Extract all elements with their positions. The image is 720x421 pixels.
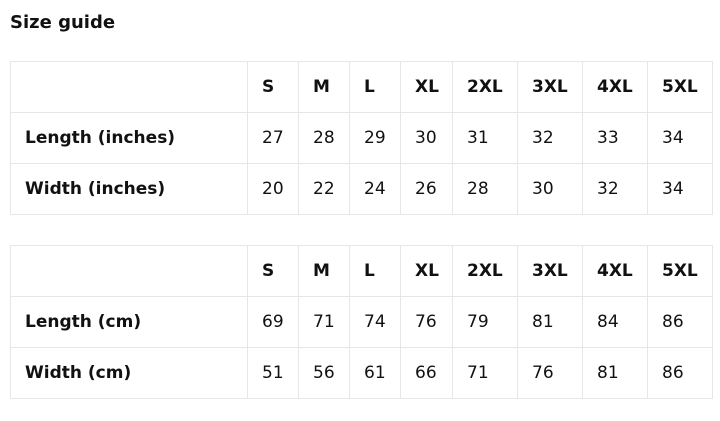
empty-header-cell	[10, 61, 248, 113]
measurement-cell: 24	[349, 163, 401, 215]
measurement-cell: 51	[247, 347, 299, 399]
size-header: 2XL	[452, 61, 518, 113]
measurement-cell: 20	[247, 163, 299, 215]
row-label: Width (inches)	[10, 163, 248, 215]
measurement-cell: 34	[647, 112, 713, 164]
size-header: 5XL	[647, 245, 713, 297]
row-label: Length (cm)	[10, 296, 248, 348]
size-header: 3XL	[517, 245, 583, 297]
measurement-cell: 74	[349, 296, 401, 348]
page-title: Size guide	[10, 12, 116, 33]
size-header: L	[349, 61, 401, 113]
measurement-cell: 26	[400, 163, 453, 215]
size-table-inches: S M L XL 2XL 3XL 4XL 5XL Length (inches) 27 28 29 30…	[10, 61, 713, 215]
measurement-cell: 30	[400, 112, 453, 164]
size-header: 2XL	[452, 245, 518, 297]
table-row: Width (inches) 20 22 24 26 28 30 32 34	[10, 163, 713, 215]
size-header: 3XL	[517, 61, 583, 113]
measurement-cell: 34	[647, 163, 713, 215]
size-header: 5XL	[647, 61, 713, 113]
header-row: S M L XL 2XL 3XL 4XL 5XL	[10, 245, 713, 297]
size-header: M	[298, 61, 350, 113]
size-table-cm: S M L XL 2XL 3XL 4XL 5XL Length (cm) 69 71 74 76 79 81…	[10, 245, 713, 399]
table-row: Length (cm) 69 71 74 76 79 81 84 86	[10, 296, 713, 348]
measurement-cell: 30	[517, 163, 583, 215]
measurement-cell: 31	[452, 112, 518, 164]
measurement-cell: 29	[349, 112, 401, 164]
measurement-cell: 76	[400, 296, 453, 348]
measurement-cell: 86	[647, 347, 713, 399]
table-row: Length (inches) 27 28 29 30 31 32 33 34	[10, 112, 713, 164]
measurement-cell: 66	[400, 347, 453, 399]
size-header: XL	[400, 245, 453, 297]
size-header: S	[247, 61, 299, 113]
row-label: Length (inches)	[10, 112, 248, 164]
measurement-cell: 81	[517, 296, 583, 348]
measurement-cell: 79	[452, 296, 518, 348]
size-header: XL	[400, 61, 453, 113]
measurement-cell: 56	[298, 347, 350, 399]
measurement-cell: 84	[582, 296, 648, 348]
size-header: M	[298, 245, 350, 297]
empty-header-cell	[10, 245, 248, 297]
measurement-cell: 28	[298, 112, 350, 164]
measurement-cell: 71	[452, 347, 518, 399]
measurement-cell: 27	[247, 112, 299, 164]
measurement-cell: 32	[517, 112, 583, 164]
header-row: S M L XL 2XL 3XL 4XL 5XL	[10, 61, 713, 113]
size-header: 4XL	[582, 61, 648, 113]
row-label: Width (cm)	[10, 347, 248, 399]
size-header: 4XL	[582, 245, 648, 297]
measurement-cell: 61	[349, 347, 401, 399]
measurement-cell: 32	[582, 163, 648, 215]
measurement-cell: 28	[452, 163, 518, 215]
size-header: S	[247, 245, 299, 297]
measurement-cell: 71	[298, 296, 350, 348]
size-header: L	[349, 245, 401, 297]
measurement-cell: 22	[298, 163, 350, 215]
measurement-cell: 76	[517, 347, 583, 399]
measurement-cell: 33	[582, 112, 648, 164]
table-row: Width (cm) 51 56 61 66 71 76 81 86	[10, 347, 713, 399]
measurement-cell: 86	[647, 296, 713, 348]
measurement-cell: 81	[582, 347, 648, 399]
measurement-cell: 69	[247, 296, 299, 348]
